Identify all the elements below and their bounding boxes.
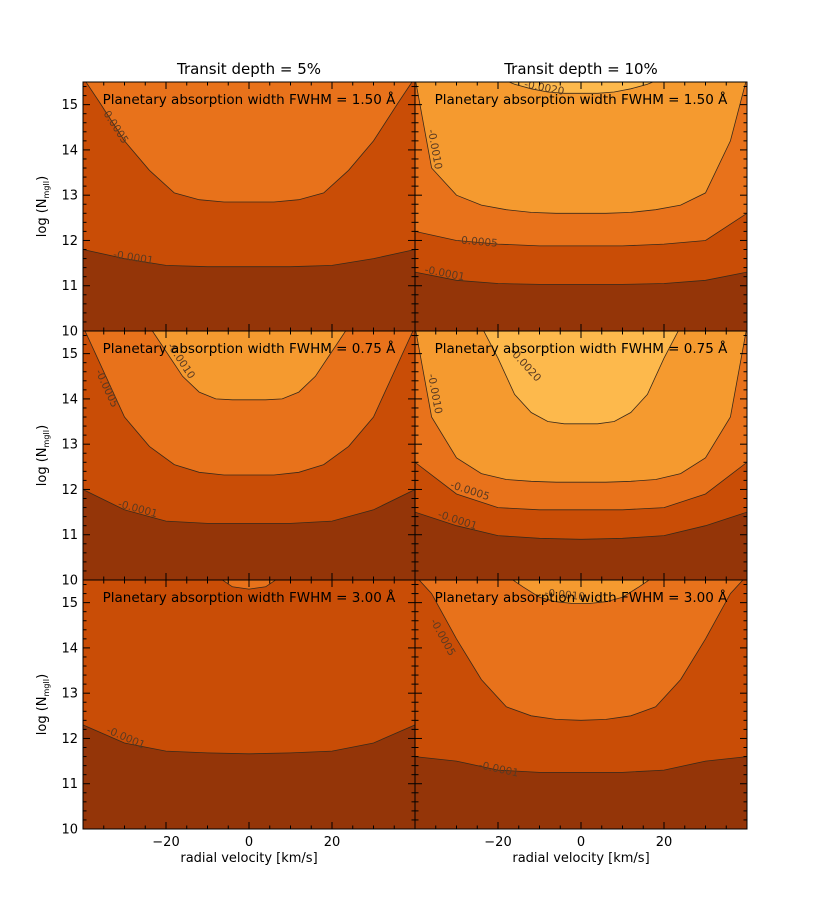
contour-fill-1 — [85, 331, 413, 475]
contour-fill-0 — [83, 580, 415, 754]
y-tick-label: 14 — [61, 392, 78, 407]
column-title-1: Transit depth = 10% — [503, 60, 658, 78]
x-tick-label: 0 — [245, 835, 253, 850]
y-axis-label: log (NmgII) — [35, 425, 51, 486]
x-tick-label: 20 — [324, 835, 341, 850]
x-tick-label: 20 — [656, 835, 673, 850]
fwhm-label: Planetary absorption width FWHM = 3.00 Å — [103, 589, 396, 606]
y-tick-label: 13 — [61, 438, 78, 453]
x-tick-label: −20 — [152, 835, 179, 850]
contour-line-1 — [418, 580, 744, 721]
contour-line-1 — [221, 580, 277, 590]
y-tick-label: 11 — [61, 279, 78, 294]
contour-line-2 — [151, 331, 347, 401]
x-axis-label: radial velocity [km/s] — [512, 851, 649, 866]
y-axis-label: log (NmgII) — [35, 176, 51, 237]
y-tick-label: 14 — [61, 143, 78, 158]
contour-fill-2 — [415, 82, 746, 214]
y-axis-label-sub: mgII — [42, 181, 51, 199]
x-axis-label: radial velocity [km/s] — [180, 851, 317, 866]
panel-r2-c0: -0.0001 — [83, 580, 415, 829]
contour-line-1 — [415, 212, 747, 247]
y-tick-label: 11 — [61, 777, 78, 792]
y-tick-label: 10 — [61, 325, 78, 340]
y-axis-label: log (NmgII) — [35, 674, 51, 735]
contour-line-2 — [415, 331, 747, 483]
y-tick-label: 15 — [61, 98, 78, 113]
panel-r1-c1: -0.0001-0.0005-0.0010-0.0020 — [415, 331, 747, 580]
contour-line-0 — [415, 511, 747, 540]
y-axis-label-sub: mgII — [42, 679, 51, 697]
y-tick-label: 12 — [61, 234, 78, 249]
contour-fill-1 — [419, 580, 743, 721]
y-tick-label: 13 — [61, 687, 78, 702]
column-title-0: Transit depth = 5% — [176, 60, 321, 78]
y-axis-label-main: log (N — [35, 696, 50, 735]
y-tick-label: 13 — [61, 189, 78, 204]
contour-line-0 — [415, 756, 747, 773]
fwhm-label: Planetary absorption width FWHM = 0.75 Å — [435, 340, 728, 357]
y-axis-label-main: log (N — [35, 198, 50, 237]
contour-line-3 — [483, 331, 679, 425]
contour-line-3 — [507, 82, 655, 94]
contour-fill-2 — [512, 580, 650, 604]
y-axis-label-main: log (N — [35, 447, 50, 486]
y-tick-label: 15 — [61, 596, 78, 611]
contour-fill-2 — [152, 331, 346, 400]
contour-line-2 — [512, 580, 650, 604]
y-tick-label: 12 — [61, 732, 78, 747]
contour-line-0 — [83, 489, 415, 524]
panel-r1-c0: -0.0001-0.0005-0.0010 — [83, 331, 415, 580]
fwhm-label: Planetary absorption width FWHM = 0.75 Å — [103, 340, 396, 357]
y-tick-label: 12 — [61, 483, 78, 498]
contour-label: -0.0010 — [544, 587, 586, 603]
y-axis-label-close: ) — [35, 176, 50, 181]
contour-fill-1 — [86, 82, 412, 202]
fwhm-label: Planetary absorption width FWHM = 1.50 Å — [435, 91, 728, 108]
contour-line-1 — [415, 461, 747, 511]
y-tick-label: 15 — [61, 347, 78, 362]
contour-line-0 — [83, 724, 415, 755]
contour-fill-3 — [483, 331, 679, 424]
y-tick-label: 10 — [61, 823, 78, 838]
y-axis-label-sub: mgII — [42, 430, 51, 448]
contour-line-1 — [85, 82, 413, 203]
contour-line-1 — [84, 331, 414, 476]
panel-r2-c1: -0.0001-0.0005-0.0010 — [415, 580, 747, 829]
y-tick-label: 14 — [61, 641, 78, 656]
x-tick-label: 0 — [577, 835, 585, 850]
y-tick-label: 11 — [61, 528, 78, 543]
fwhm-label: Planetary absorption width FWHM = 3.00 Å — [435, 589, 728, 606]
contour-line-0 — [415, 271, 747, 285]
contour-line-2 — [415, 82, 747, 214]
panel-r0-c1: -0.0001-0.0005-0.0010-0.0020 — [415, 82, 747, 331]
panel-r0-c0: -0.0001-0.0005 — [83, 82, 415, 331]
x-tick-label: −20 — [484, 835, 511, 850]
contour-label: -0.0005 — [457, 234, 498, 249]
y-axis-label-close: ) — [35, 425, 50, 430]
fwhm-label: Planetary absorption width FWHM = 1.50 Å — [103, 91, 396, 108]
contour-line-0 — [83, 249, 415, 268]
y-axis-label-close: ) — [35, 674, 50, 679]
y-tick-label: 10 — [61, 574, 78, 589]
column-titles: Transit depth = 5% Transit depth = 10% — [176, 60, 658, 78]
